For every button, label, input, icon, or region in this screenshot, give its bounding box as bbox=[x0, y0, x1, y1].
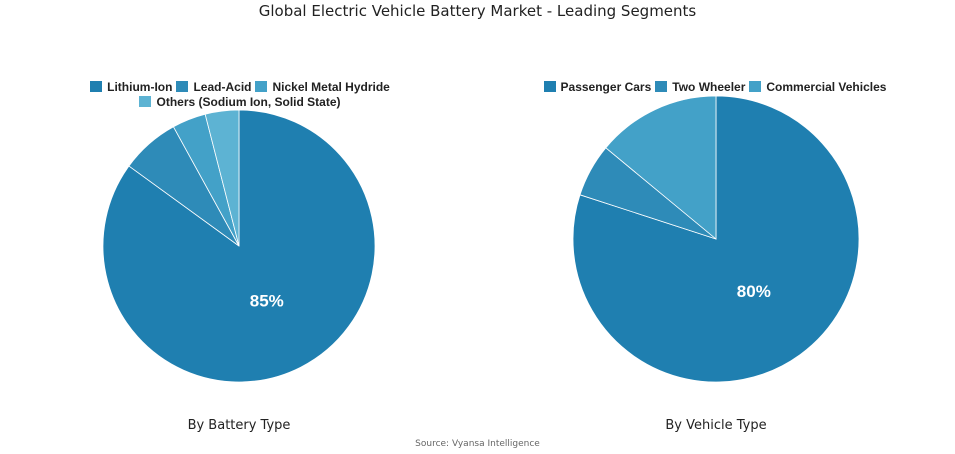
legend-item[interactable]: Passenger Cars bbox=[543, 80, 652, 95]
legend-swatch bbox=[176, 81, 189, 92]
legend-vehicle: Passenger Cars Two Wheeler Commercial Vehi… bbox=[530, 80, 900, 95]
legend-swatch bbox=[90, 81, 103, 92]
legend-label: Two Wheeler bbox=[672, 80, 746, 94]
legend-swatch bbox=[749, 81, 762, 92]
chart-title: Global Electric Vehicle Battery Market -… bbox=[258, 2, 697, 20]
legend-swatch bbox=[255, 81, 268, 92]
legend-label: Lead-Acid bbox=[193, 80, 252, 94]
legend-battery: Lithium-Ion Lead-Acid Nickel Metal Hydride… bbox=[80, 80, 400, 110]
legend-label: Passenger Cars bbox=[560, 80, 652, 94]
subtitle-battery: By Battery Type bbox=[187, 418, 291, 433]
pie-slice-commercial-vehicles[interactable] bbox=[605, 95, 717, 240]
subtitle-vehicle: By Vehicle Type bbox=[665, 418, 767, 433]
legend-item[interactable]: Lithium-Ion bbox=[90, 80, 172, 95]
legend-label: Lithium-Ion bbox=[107, 80, 173, 94]
legend-item[interactable]: Others (Sodium Ion, Solid State) bbox=[139, 95, 341, 110]
data-label: 85% bbox=[250, 292, 284, 311]
pie-slice-others-sodium-ion-solid-state-[interactable] bbox=[204, 109, 240, 247]
legend-item[interactable]: Nickel Metal Hydride bbox=[255, 80, 390, 95]
legend-swatch bbox=[139, 96, 152, 107]
legend-label: Commercial Vehicles bbox=[766, 80, 887, 94]
legend-item[interactable]: Commercial Vehicles bbox=[749, 80, 886, 95]
legend-swatch bbox=[543, 81, 556, 92]
legend-item[interactable]: Two Wheeler bbox=[655, 80, 745, 95]
data-label: 80% bbox=[737, 282, 771, 301]
legend-swatch bbox=[655, 81, 668, 92]
legend-label: Nickel Metal Hydride bbox=[272, 80, 390, 94]
source-note: Source: Vyansa Intelligence bbox=[415, 439, 540, 449]
legend-label: Others (Sodium Ion, Solid State) bbox=[156, 95, 341, 109]
legend-item[interactable]: Lead-Acid bbox=[176, 80, 251, 95]
